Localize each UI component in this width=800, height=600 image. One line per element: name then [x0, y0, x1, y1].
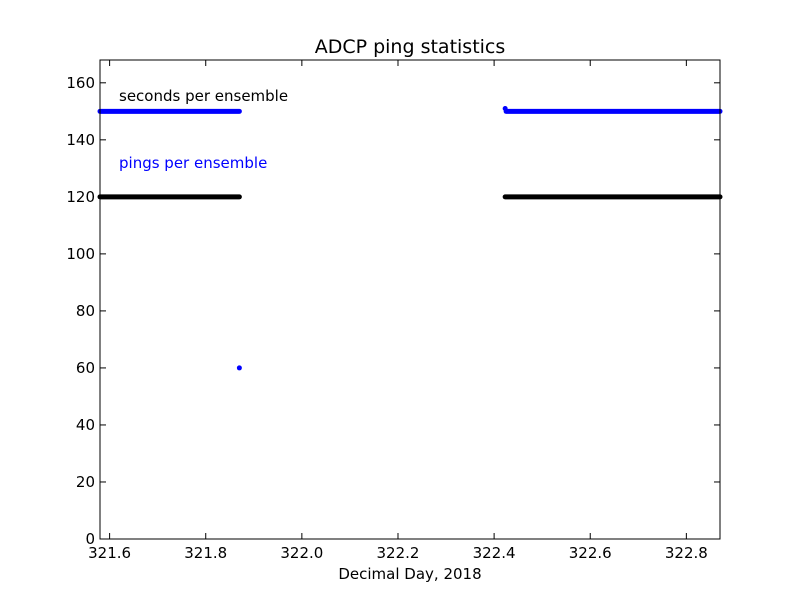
x-axis: 321.6 321.8 322.0 322.2 322.4 322.6 322.8 [88, 60, 708, 562]
plot-area [97, 105, 723, 371]
y-tick-label: 100 [66, 245, 95, 263]
series-0-point-0 [236, 365, 242, 371]
annotation-pings-per-ensemble: pings per ensemble [119, 154, 267, 172]
y-tick-label: 60 [76, 359, 95, 377]
x-tick-label: 322.8 [665, 544, 708, 562]
y-tick-label: 0 [85, 530, 95, 548]
x-tick-label: 322.4 [473, 544, 516, 562]
y-tick-label: 160 [66, 74, 95, 92]
x-tick-label: 322.6 [569, 544, 612, 562]
y-tick-label: 120 [66, 188, 95, 206]
x-tick-label: 321.8 [184, 544, 227, 562]
chart-title: ADCP ping statistics [315, 36, 506, 58]
x-axis-label: Decimal Day, 2018 [338, 565, 481, 583]
x-tick-label: 322.0 [280, 544, 323, 562]
series-0-point-1 [502, 105, 508, 111]
y-tick-label: 40 [76, 416, 95, 434]
x-tick-label: 321.6 [88, 544, 131, 562]
y-tick-label: 20 [76, 473, 95, 491]
annotation-seconds-per-ensemble: seconds per ensemble [119, 87, 288, 105]
x-tick-label: 322.2 [377, 544, 420, 562]
y-tick-label: 80 [76, 302, 95, 320]
plot-frame [99, 59, 721, 540]
y-axis: 0 20 40 60 80 100 120 140 160 [66, 74, 720, 548]
y-tick-label: 140 [66, 131, 95, 149]
